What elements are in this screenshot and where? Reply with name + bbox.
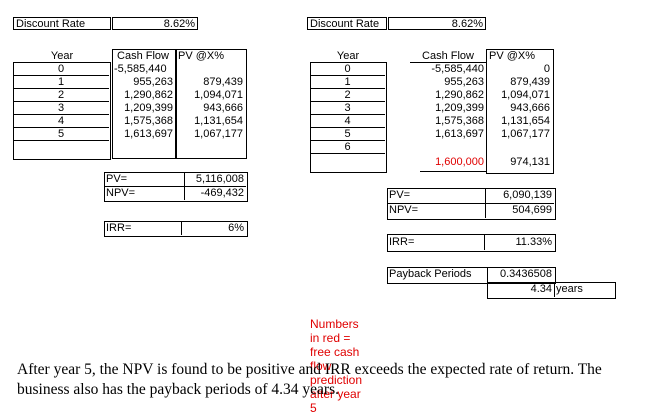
right-cf-6-prediction: 1,600,000 [435, 156, 484, 168]
left-cf-0: -5,585,440 [114, 63, 167, 75]
right-discount-label: Discount Rate [307, 17, 387, 30]
left-cf-3: 1,209,399 [124, 102, 173, 114]
left-pv-2: 1,094,071 [194, 89, 243, 101]
right-payback-label: Payback Periods [389, 268, 472, 280]
right-year-4: 4 [344, 115, 351, 127]
right-pv-npv-box [387, 188, 556, 220]
right-pv-0: 0 [543, 63, 550, 75]
right-header-pv: PV @X% [489, 50, 536, 62]
left-cf-4: 1,575,368 [124, 115, 173, 127]
right-cf-0: -5,585,440 [431, 63, 484, 75]
right-cf-3: 1,209,399 [435, 102, 484, 114]
right-pv-5: 1,067,177 [501, 128, 550, 140]
right-header-cashflow: Cash Flow [422, 50, 474, 62]
right-pv-6: 974,131 [510, 156, 550, 168]
right-year-6: 6 [344, 141, 351, 153]
right-cf-4: 1,575,368 [435, 115, 484, 127]
right-payback-years-box [487, 282, 616, 299]
left-header-year: Year [50, 50, 74, 62]
left-irr-value: 6% [228, 222, 244, 234]
left-discount-label: Discount Rate [13, 17, 111, 30]
right-payback-years: 4.34 [530, 283, 552, 295]
right-year-1: 1 [344, 76, 351, 88]
left-cf-1: 955,263 [133, 76, 173, 88]
left-year-0: 0 [57, 63, 65, 75]
left-irr-label: IRR= [106, 222, 132, 234]
left-year-3: 3 [57, 102, 65, 114]
right-payback-unit: years [556, 283, 583, 295]
left-npv-value: -469,432 [200, 187, 244, 199]
left-pv-4: 1,131,654 [194, 115, 243, 127]
right-pv-value: 6,090,139 [503, 189, 552, 201]
left-year-4: 4 [57, 115, 65, 127]
right-pv-label: PV= [389, 189, 411, 201]
right-irr-box [387, 234, 556, 252]
left-cashflow-column [112, 49, 177, 159]
left-pv-0 [176, 63, 243, 76]
left-npv-label: NPV= [106, 187, 136, 199]
right-irr-label: IRR= [389, 236, 415, 248]
right-payback-box [387, 267, 556, 284]
left-pv-label: PV= [106, 173, 128, 185]
right-cf-2: 1,290,862 [435, 89, 484, 101]
left-header-pv: PV @X% [178, 50, 225, 62]
left-cf-5: 1,613,697 [124, 128, 173, 140]
right-npv-value: 504,699 [512, 204, 552, 216]
left-year-1: 1 [57, 76, 65, 88]
right-year-3: 3 [344, 102, 351, 114]
left-pv-5: 1,067,177 [194, 128, 243, 140]
left-discount-value: 8.62% [112, 17, 198, 30]
right-year-column [310, 62, 387, 173]
left-year-5: 5 [57, 128, 65, 140]
left-pv-3: 943,666 [203, 102, 243, 114]
right-cf-5: 1,613,697 [435, 128, 484, 140]
right-pv-4: 1,131,654 [501, 115, 550, 127]
right-header-year: Year [336, 50, 360, 62]
right-pv-2: 1,094,071 [501, 89, 550, 101]
conclusion-paragraph: After year 5, the NPV is found to be pos… [17, 361, 602, 398]
left-pv-npv-box [104, 172, 248, 202]
right-pv-1: 879,439 [510, 76, 550, 88]
right-discount-value: 8.62% [388, 17, 486, 30]
right-year-5: 5 [344, 128, 351, 140]
left-header-cashflow: Cash Flow [117, 50, 169, 62]
left-irr-box [104, 221, 248, 237]
left-cf-2: 1,290,862 [124, 89, 173, 101]
prediction-note: Numbers in red = free cash flow predicti… [310, 317, 363, 415]
right-pv-3: 943,666 [510, 102, 550, 114]
right-irr-value: 11.33% [515, 236, 553, 248]
right-payback-fraction: 0.3436508 [500, 268, 552, 280]
left-pv-1: 879,439 [203, 76, 243, 88]
left-year-2: 2 [57, 89, 65, 101]
right-cf-1: 955,263 [444, 76, 484, 88]
left-pv-value: 5,116,008 [195, 173, 244, 185]
right-year-0: 0 [344, 63, 351, 75]
right-year-2: 2 [344, 89, 351, 101]
right-npv-label: NPV= [389, 204, 419, 216]
left-pv-column [175, 49, 247, 159]
